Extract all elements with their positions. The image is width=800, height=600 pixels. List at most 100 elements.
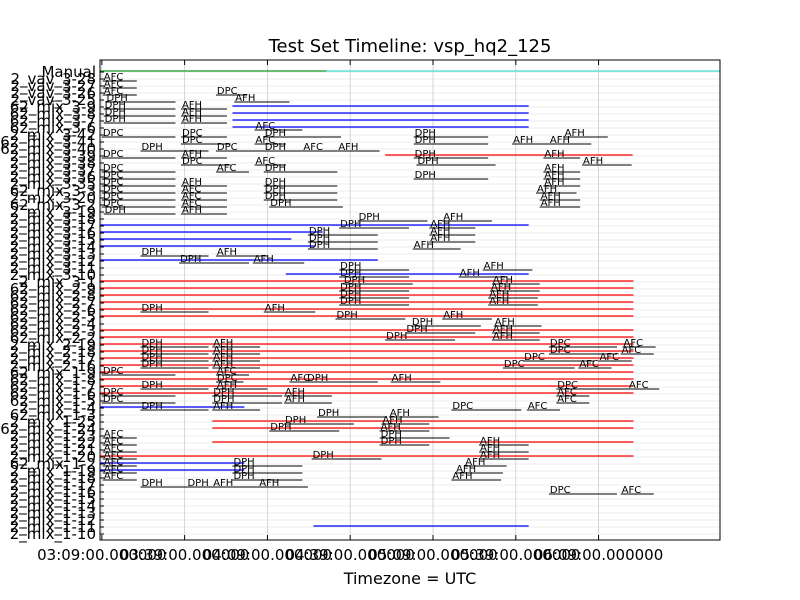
y-tick-label: 62_mix_2-3 bbox=[10, 322, 96, 341]
y-tick-label: Manual bbox=[41, 63, 96, 81]
segment-label: DPH bbox=[318, 408, 339, 419]
segment-label: AFH bbox=[213, 478, 233, 489]
plot-frame bbox=[99, 59, 721, 541]
segment-label: DPH bbox=[415, 135, 436, 146]
y-tick-label: 2_mix_3-12 bbox=[10, 252, 96, 271]
segment-label: AFH bbox=[182, 205, 202, 216]
segment-label: AFH bbox=[480, 443, 500, 454]
y-tick-label: 2_mix_2-19 bbox=[10, 336, 96, 355]
y-tick-label: 2_mix_3-16 bbox=[10, 224, 96, 243]
segment-label: DPH bbox=[344, 275, 365, 286]
segment-label: AFC bbox=[579, 359, 599, 370]
y-tick-label: 2_mix_3-38 bbox=[10, 154, 96, 173]
segment-label: AFC bbox=[104, 450, 124, 461]
segment-label: DPH bbox=[265, 191, 286, 202]
y-tick-label: 2_mix_1-23 bbox=[10, 427, 96, 446]
segment-label: AFH bbox=[484, 261, 504, 272]
y-tick-label: 2_mix_1-18 bbox=[10, 469, 96, 488]
segment-label: AFC bbox=[182, 184, 202, 195]
y-tick-label: 2_mix_1-25 bbox=[10, 413, 96, 432]
segment-label: DPC bbox=[550, 338, 571, 349]
segment-label: AFC bbox=[600, 352, 620, 363]
segment-label: DPC bbox=[182, 156, 203, 167]
segment-label: AFH bbox=[452, 471, 472, 482]
y-tick-label: 2_vav_3-28 bbox=[10, 70, 96, 89]
segment-label: AFH bbox=[213, 401, 233, 412]
x-tick-label: 05:39:00.000000 bbox=[451, 546, 580, 564]
segment-label: AFH bbox=[182, 107, 202, 118]
y-ticks: Manual2_vav_3-282_vav_3-272_vav_3-262_va… bbox=[0, 63, 104, 544]
segment-label: AFH bbox=[583, 156, 603, 167]
segment-label: DPH bbox=[270, 422, 291, 433]
segment-label: DPH bbox=[381, 436, 402, 447]
y-tick-label: 62_mix_1-8 bbox=[10, 371, 96, 390]
segment-label: DPH bbox=[285, 415, 306, 426]
x-tick-label: 06:09:00.000000 bbox=[534, 546, 663, 564]
segment-label: DPH bbox=[233, 457, 254, 468]
segment-label: DPH bbox=[141, 401, 162, 412]
segment-label: DPC bbox=[103, 163, 124, 174]
x-tick-label: 05:09:00.000000 bbox=[368, 546, 497, 564]
y-tick-label: 2_mix_2-16 bbox=[10, 357, 96, 376]
y-tick-label: 2_mix_1-10 bbox=[10, 525, 96, 544]
segment-label: DPH bbox=[307, 373, 328, 384]
y-tick-label: 2_mix_3-19 bbox=[10, 203, 96, 222]
segment-label: DPH bbox=[417, 156, 438, 167]
segment-label: AFC bbox=[104, 443, 124, 454]
segment-label: DPC bbox=[504, 359, 525, 370]
segment-label: AFH bbox=[489, 296, 509, 307]
segment-label: DPC bbox=[182, 135, 203, 146]
segment-label: AFH bbox=[265, 303, 285, 314]
x-tick-label: 04:09:00.000000 bbox=[203, 546, 332, 564]
y-tick-label: 2_mix_1-21 bbox=[10, 441, 96, 460]
segment-label: AFH bbox=[443, 310, 463, 321]
segment-label: DPH bbox=[265, 163, 286, 174]
segment-label: AFH bbox=[182, 100, 202, 111]
segment-label: DPH bbox=[105, 205, 126, 216]
segment-label: AFC bbox=[256, 156, 276, 167]
segment-label: DPC bbox=[103, 387, 124, 398]
x-tick-label: 03:39:00.000000 bbox=[120, 546, 249, 564]
y-tick-label: 2_mix_1-17 bbox=[10, 476, 96, 495]
segment-label: AFH bbox=[544, 170, 564, 181]
segment-label: DPH bbox=[309, 233, 330, 244]
segment-label: DPH bbox=[141, 303, 162, 314]
segment-label: AFC bbox=[104, 464, 124, 475]
y-tick-label: 62_mix_2-7 bbox=[10, 294, 96, 313]
segment-label: DPH bbox=[265, 184, 286, 195]
segment-label: AFC bbox=[629, 380, 649, 391]
segment-label: AFC bbox=[528, 401, 548, 412]
segment-label: AFH bbox=[217, 380, 237, 391]
segment-label: DPH bbox=[141, 478, 162, 489]
spans-layer bbox=[100, 70, 720, 527]
segment-label: DPC bbox=[103, 184, 124, 195]
segment-label: AFH bbox=[541, 191, 561, 202]
grid bbox=[100, 60, 720, 540]
segment-label: DPH bbox=[340, 268, 361, 279]
y-tick-label: 2_mix_1-19 bbox=[10, 462, 96, 481]
y-tick-label: 2_mix_1-16 bbox=[10, 483, 96, 502]
y-tick-label: 2_mix_1-4 bbox=[19, 399, 96, 418]
segment-label: AFH bbox=[285, 387, 305, 398]
segment-label: AFH bbox=[213, 345, 233, 356]
segment-label: AFC bbox=[182, 198, 202, 209]
y-tick-label: 2_mix_3-18 bbox=[10, 210, 96, 229]
segment-label: AFH bbox=[392, 373, 412, 384]
segment-label: DPH bbox=[187, 478, 208, 489]
segment-label: DPC bbox=[182, 128, 203, 139]
y-tick-label: 62_mix_2-4 bbox=[10, 315, 96, 334]
segment-label: DPH bbox=[213, 394, 234, 405]
y-tick-label: 2_mix_3-13 bbox=[10, 245, 96, 264]
segment-label: AFH bbox=[338, 142, 358, 153]
segment-label: AFH bbox=[544, 177, 564, 188]
segment-label: DPH bbox=[141, 359, 162, 370]
segment-label: DPH bbox=[340, 282, 361, 293]
segment-label: AFC bbox=[622, 485, 642, 496]
segment-label: DPH bbox=[340, 296, 361, 307]
y-tick-label: 2_vav_3-26 bbox=[10, 84, 96, 103]
segment-label: DPH bbox=[141, 247, 162, 258]
segment-label: AFC bbox=[256, 135, 276, 146]
segment-label: DPH bbox=[313, 450, 334, 461]
